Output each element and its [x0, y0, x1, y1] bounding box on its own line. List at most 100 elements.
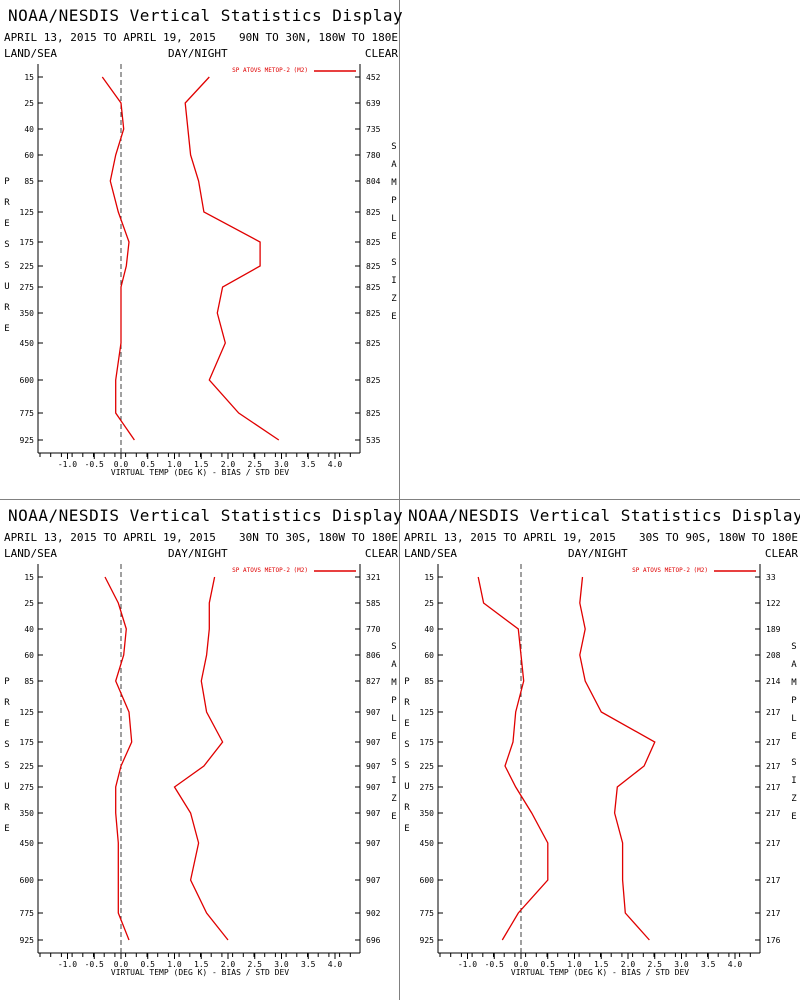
pressure-label: 225	[420, 762, 435, 771]
pressure-label: 125	[20, 708, 35, 717]
pressure-axis-letter: S	[4, 261, 9, 271]
stddev-line	[579, 576, 656, 941]
legend-label: SP ATOVS METOP-2 (M2)	[232, 67, 308, 74]
pressure-label: 775	[20, 909, 35, 918]
pressure-axis-letter: S	[4, 240, 9, 250]
sample-size-label: 825	[366, 376, 381, 385]
sample-size-axis-letter: E	[391, 812, 396, 822]
sample-size-label: 535	[366, 436, 381, 445]
x-tick-label: 3.5	[301, 960, 316, 969]
pressure-axis-letter: R	[4, 698, 10, 708]
sample-size-axis-letter: I	[791, 776, 796, 786]
sample-size-axis-letter: L	[391, 214, 396, 224]
pressure-label: 600	[20, 376, 35, 385]
pressure-axis-letter: R	[4, 198, 10, 208]
date-range: APRIL 13, 2015 TO APRIL 19, 2015	[4, 31, 216, 44]
sample-size-label: 907	[366, 708, 381, 717]
pressure-axis-letter: P	[4, 677, 10, 687]
pressure-label: 775	[20, 409, 35, 418]
clear-label: CLEAR	[364, 47, 398, 60]
pressure-axis-letter: R	[4, 803, 10, 813]
sample-size-axis-letter: E	[791, 732, 796, 742]
panel-title: NOAA/NESDIS Vertical Statistics Display	[8, 6, 404, 25]
pressure-label: 15	[424, 573, 434, 582]
x-axis-title: VIRTUAL TEMP (DEG K) - BIAS / STD DEV	[111, 468, 289, 477]
pressure-label: 125	[420, 708, 435, 717]
sample-size-label: 806	[366, 651, 381, 660]
sample-size-label: 217	[766, 708, 781, 717]
profile-chart: -1.0 -0.5 0.0 0.5 1.0 1.5 2.0 2.5 3.0 3.5 4.0 VIRTU…	[404, 564, 797, 977]
x-tick-label: 3.0	[274, 960, 289, 969]
sample-size-label: 907	[366, 839, 381, 848]
x-tick-label: 3.5	[301, 460, 316, 469]
sample-size-axis-letter: E	[391, 732, 396, 742]
x-tick-label: 0.0	[114, 460, 129, 469]
x-tick-label: 4.0	[328, 460, 343, 469]
pressure-label: 60	[24, 151, 34, 160]
sample-size-label: 825	[366, 238, 381, 247]
sample-size-label: 33	[766, 573, 776, 582]
panel-title: NOAA/NESDIS Vertical Statistics Display	[408, 506, 800, 525]
pressure-label: 225	[20, 762, 35, 771]
sample-size-axis-letter: A	[391, 660, 397, 670]
sample-size-label: 907	[366, 783, 381, 792]
sample-size-axis-letter: S	[391, 642, 396, 652]
day-night-label: DAY/NIGHT	[168, 47, 228, 60]
x-tick-label: 3.0	[274, 460, 289, 469]
pressure-axis-letter: E	[4, 719, 9, 729]
sample-size-label: 217	[766, 762, 781, 771]
pressure-axis-letter: P	[404, 677, 410, 687]
sample-size-axis-letter: P	[391, 696, 397, 706]
sample-size-axis-letter: I	[391, 776, 396, 786]
x-tick-label: 0.0	[114, 960, 129, 969]
pressure-axis-letter: E	[4, 824, 9, 834]
pressure-axis-letter: S	[404, 740, 409, 750]
pressure-axis-letter: S	[4, 761, 9, 771]
pressure-label: 350	[20, 809, 35, 818]
sample-size-axis-letter: Z	[391, 794, 397, 804]
pressure-axis-letter: E	[4, 324, 9, 334]
pressure-axis-letter: S	[404, 761, 409, 771]
pressure-label: 925	[20, 936, 35, 945]
pressure-label: 450	[20, 339, 35, 348]
pressure-axis-letter: E	[4, 219, 9, 229]
sample-size-axis-letter: Z	[791, 794, 797, 804]
pressure-label: 450	[20, 839, 35, 848]
x-axis-title: VIRTUAL TEMP (DEG K) - BIAS / STD DEV	[111, 968, 289, 977]
pressure-label: 60	[24, 651, 34, 660]
x-tick-label: 1.5	[594, 960, 609, 969]
day-night-label: DAY/NIGHT	[568, 547, 628, 560]
sample-size-label: 825	[366, 262, 381, 271]
x-tick-label: 1.5	[194, 460, 209, 469]
pressure-axis-letter: U	[4, 782, 9, 792]
sample-size-axis-letter: L	[391, 714, 396, 724]
pressure-label: 175	[20, 738, 35, 747]
clear-label: CLEAR	[364, 547, 398, 560]
sample-size-label: 122	[766, 599, 781, 608]
x-tick-label: -1.0	[58, 960, 77, 969]
pressure-label: 40	[24, 625, 34, 634]
sample-size-axis-letter: S	[391, 142, 396, 152]
sample-size-axis-letter: E	[391, 232, 396, 242]
region-label: 30S TO 90S, 180W TO 180E	[639, 531, 798, 544]
sample-size-label: 825	[366, 208, 381, 217]
sample-size-label: 696	[366, 936, 381, 945]
sample-size-label: 217	[766, 839, 781, 848]
chart-panel-tropics: NOAA/NESDIS Vertical Statistics Display …	[0, 500, 403, 1000]
region-label: 30N TO 30S, 180W TO 180E	[239, 531, 398, 544]
pressure-label: 25	[24, 99, 34, 108]
pressure-label: 925	[20, 436, 35, 445]
x-tick-label: 2.5	[648, 960, 663, 969]
pressure-label: 275	[20, 783, 35, 792]
sample-size-label: 217	[766, 783, 781, 792]
pressure-label: 125	[20, 208, 35, 217]
pressure-label: 175	[420, 738, 435, 747]
pressure-axis-letter: R	[4, 303, 10, 313]
sample-size-label: 217	[766, 809, 781, 818]
sample-size-label: 735	[366, 125, 381, 134]
sample-size-axis-letter: Z	[391, 294, 397, 304]
pressure-label: 600	[20, 876, 35, 885]
x-tick-label: -1.0	[458, 960, 477, 969]
pressure-label: 25	[424, 599, 434, 608]
x-tick-label: -1.0	[58, 460, 77, 469]
